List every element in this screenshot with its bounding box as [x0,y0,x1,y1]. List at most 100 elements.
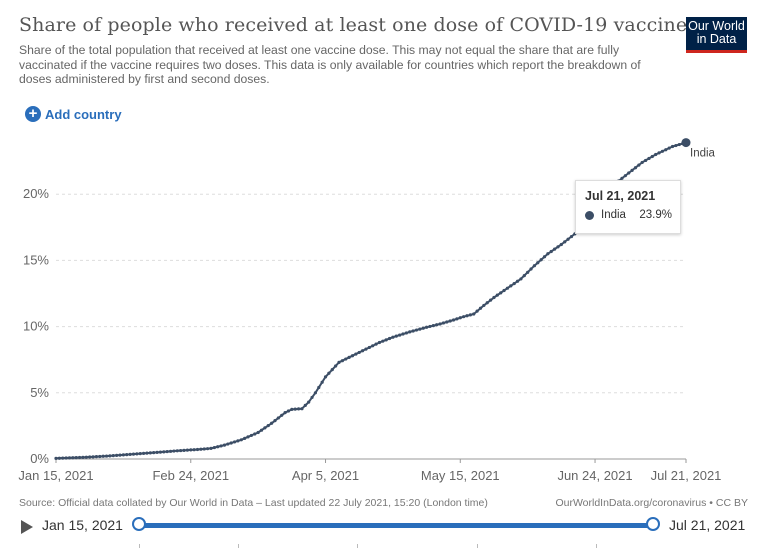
data-point [179,448,183,453]
data-point [118,453,122,457]
data-point [246,435,250,439]
data-point [478,306,483,310]
data-point [67,456,72,460]
data-point [509,284,513,288]
data-point [249,433,254,438]
data-point [270,421,274,425]
tooltip-series-name: India [601,209,626,221]
x-tick-label: Jun 24, 2021 [557,468,632,483]
data-point [101,454,105,458]
data-point [54,456,58,460]
data-point [421,326,425,330]
data-point [647,156,651,161]
data-point [431,324,435,328]
timeline-tick [357,544,358,548]
data-point [566,237,570,241]
data-point [131,452,136,456]
data-point [307,400,311,404]
data-point [84,455,88,459]
data-point [323,375,328,379]
timeline-tick [596,544,597,548]
logo-line-1: Our World [688,19,745,33]
x-tick-label: Apr 5, 2021 [292,468,359,483]
data-point [317,385,321,390]
data-point [337,360,341,364]
data-point [266,423,270,428]
data-point [155,450,159,454]
data-point [519,277,523,281]
data-point [546,252,550,256]
data-point [505,286,510,290]
data-point [657,151,661,155]
play-icon[interactable] [21,520,33,534]
data-point [296,407,301,411]
data-point [168,449,173,453]
credit-link[interactable]: OurWorldInData.org/coronavirus • CC BY [555,497,748,509]
data-point [152,451,156,455]
data-point [111,453,115,458]
data-point [91,455,95,459]
data-point [212,445,216,450]
timeline-start-handle[interactable] [132,517,146,531]
data-point [394,334,398,338]
data-point [512,281,516,286]
data-point [424,325,429,329]
data-point [468,313,472,317]
data-point [209,446,213,451]
data-point [57,456,61,460]
tooltip-row: India 23.9% [585,209,672,221]
chart-subtitle: Share of the total population that recei… [19,43,641,86]
data-point [623,174,627,178]
data-point [340,359,344,363]
data-point [320,380,324,384]
data-point [189,448,193,452]
timeline-end-handle[interactable] [646,517,660,531]
data-point [290,407,294,411]
timeline-track[interactable] [139,523,653,528]
data-point [569,234,574,239]
add-country-button[interactable]: + Add country [25,106,122,122]
data-point [77,455,82,460]
data-point [256,430,260,435]
add-country-label: Add country [45,106,122,122]
data-point [465,314,469,318]
data-point [418,327,422,331]
data-point [441,321,446,325]
data-point [162,450,166,454]
data-point [61,456,65,460]
data-point [670,144,675,149]
data-point [202,447,206,451]
data-point [222,443,227,447]
data-point [303,403,307,407]
data-point [458,316,462,320]
data-point [559,242,563,247]
owid-logo[interactable]: Our World in Data [686,17,747,53]
data-point [185,448,189,452]
data-point [88,455,92,459]
data-point [300,407,304,411]
data-point [408,330,412,334]
line-chart[interactable]: 0% 5% 10% 15% 20% Jan 15, 2021 Feb 24, 2021 Apr… [0,0,768,490]
data-point [630,168,634,172]
data-point [259,428,264,432]
y-tick-label: 10% [23,319,49,334]
data-point [485,301,489,305]
data-point [195,447,200,452]
data-point [141,451,146,455]
timeline-tick [139,544,140,548]
data-point [334,364,338,368]
data-point [455,317,459,321]
data-point [563,240,567,244]
data-point [360,349,365,353]
data-point [148,451,152,455]
data-point [128,452,132,456]
data-point [445,320,449,324]
data-point [536,261,540,265]
data-point [414,328,419,332]
data-point [206,447,210,451]
data-point [330,368,334,372]
data-point [667,146,671,150]
data-point [495,293,499,297]
data-point [313,391,318,395]
data-point [374,342,378,346]
